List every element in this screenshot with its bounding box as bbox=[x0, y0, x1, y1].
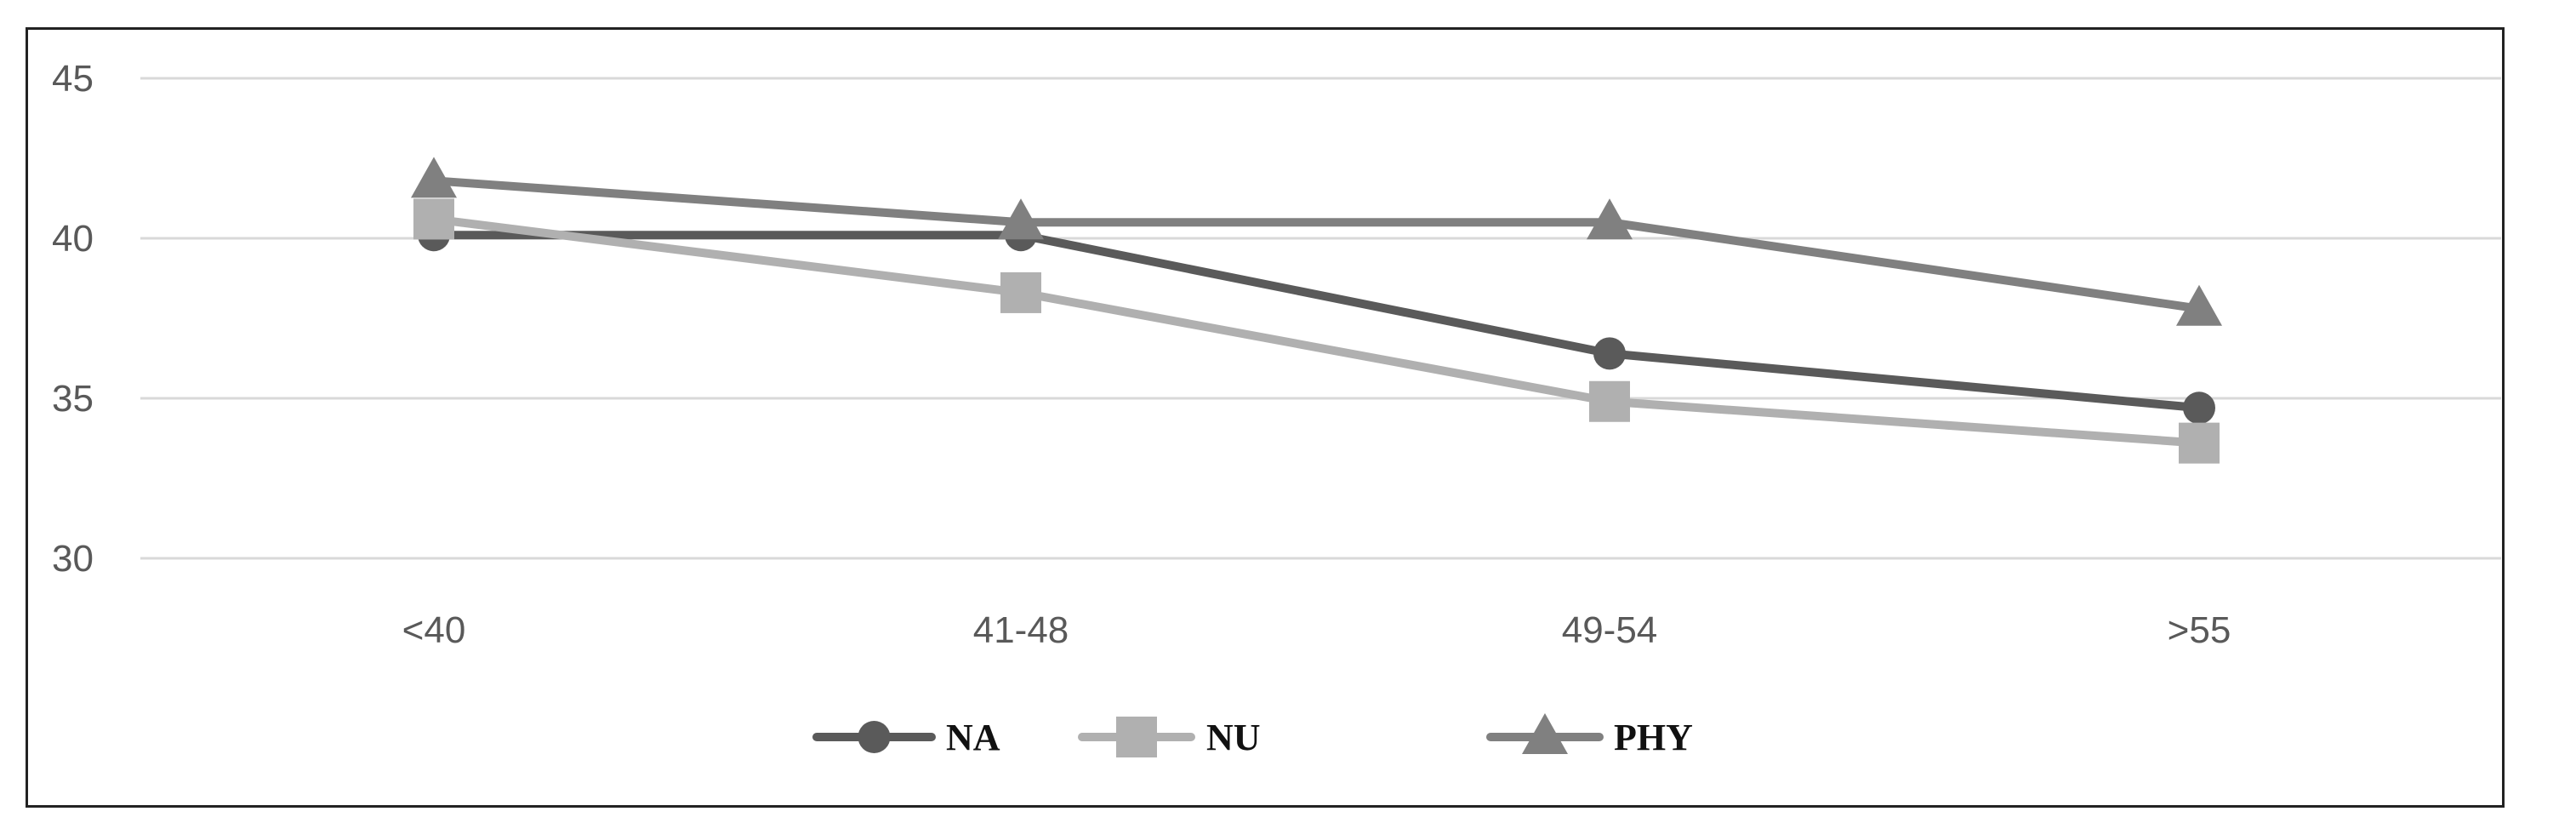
y-tick-label: 45 bbox=[52, 58, 94, 100]
legend-item-nu: NU bbox=[1078, 717, 1261, 758]
y-tick-label: 40 bbox=[52, 218, 94, 260]
series-line-nu bbox=[430, 214, 2203, 448]
x-tick-label: 41-48 bbox=[973, 609, 1069, 651]
y-tick-label: 35 bbox=[52, 378, 94, 420]
chart-frame bbox=[26, 27, 2505, 808]
legend: NA NU PHY bbox=[812, 713, 1693, 758]
legend-label: PHY bbox=[1614, 717, 1693, 758]
data-point-na-2 bbox=[1593, 337, 1626, 370]
data-point-nu-0 bbox=[413, 198, 454, 240]
series-lines bbox=[411, 157, 2222, 464]
legend-marker bbox=[858, 721, 891, 753]
legend-item-na: NA bbox=[812, 717, 1000, 758]
legend-item-phy: PHY bbox=[1486, 713, 1693, 758]
series-nu bbox=[413, 198, 2220, 464]
data-point-nu-1 bbox=[1000, 271, 1041, 313]
x-tick-label: <40 bbox=[402, 609, 466, 651]
legend-label: NA bbox=[946, 717, 1000, 758]
x-axis-tick-labels: <40 41-48 49-54 >55 bbox=[402, 609, 2231, 651]
data-point-phy-1 bbox=[998, 198, 1044, 240]
x-tick-label: 49-54 bbox=[1562, 609, 1658, 651]
data-point-phy-2 bbox=[1587, 198, 1633, 240]
legend-label: NU bbox=[1206, 717, 1261, 758]
legend-marker bbox=[1522, 713, 1568, 754]
data-point-phy-0 bbox=[411, 157, 457, 198]
y-tick-label: 30 bbox=[52, 538, 94, 580]
y-axis-tick-labels: 30 35 40 45 bbox=[52, 58, 94, 580]
gridlines bbox=[140, 77, 2501, 560]
series-phy bbox=[411, 157, 2222, 326]
data-point-nu-3 bbox=[2179, 422, 2220, 464]
data-point-nu-2 bbox=[1589, 380, 1630, 422]
series-line-na bbox=[430, 231, 2203, 413]
x-tick-label: >55 bbox=[2168, 609, 2231, 651]
legend-marker bbox=[1116, 717, 1157, 757]
data-point-na-3 bbox=[2183, 391, 2215, 425]
data-point-phy-3 bbox=[2176, 284, 2222, 326]
series-line-phy bbox=[430, 176, 2203, 313]
